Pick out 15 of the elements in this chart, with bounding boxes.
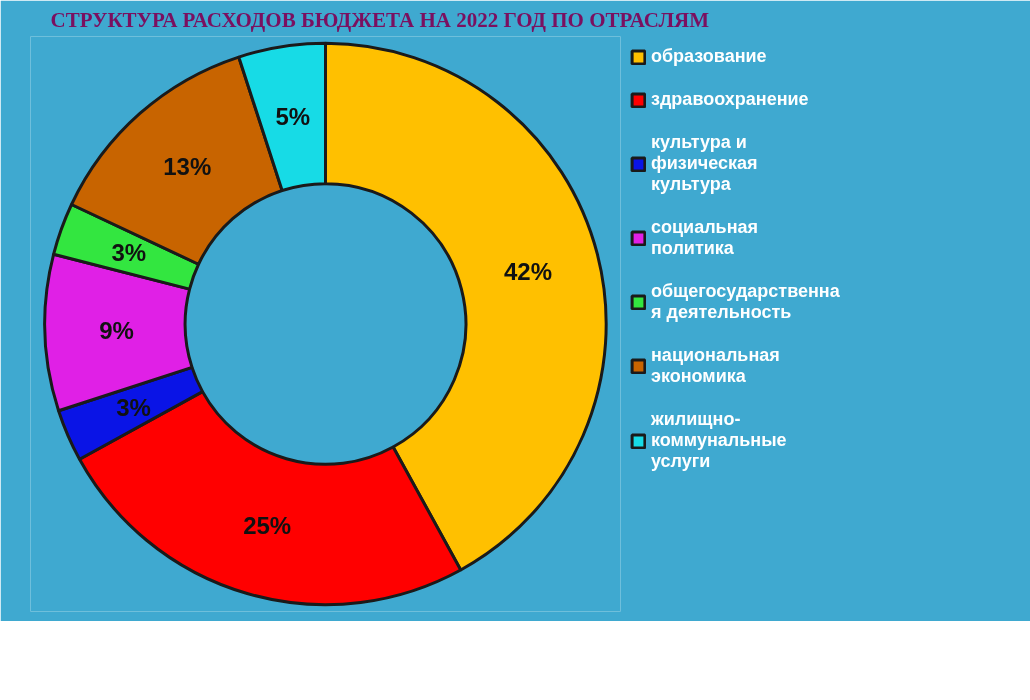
legend-label: культура и физическая культура [651,132,758,195]
legend-label: жилищно-коммунальные услуги [651,409,787,472]
legend-label: национальная экономика [651,345,780,387]
chart-title: СТРУКТУРА РАСХОДОВ БЮДЖЕТА НА 2022 ГОД ПО ОТРАСЛЯМ [50,7,710,32]
data-label: 3% [111,239,147,267]
legend-label: общегосударственная деятельность [651,281,840,323]
data-label: 42% [504,258,553,286]
data-label: 13% [163,153,212,181]
legend-label: здравоохранение [651,89,809,110]
data-label: 9% [99,317,134,345]
data-label: 25% [243,512,292,540]
data-label: 5% [275,103,311,131]
data-label: 3% [116,393,151,421]
legend-label: образование [651,46,767,67]
legend-label: социальная политика [651,217,759,259]
